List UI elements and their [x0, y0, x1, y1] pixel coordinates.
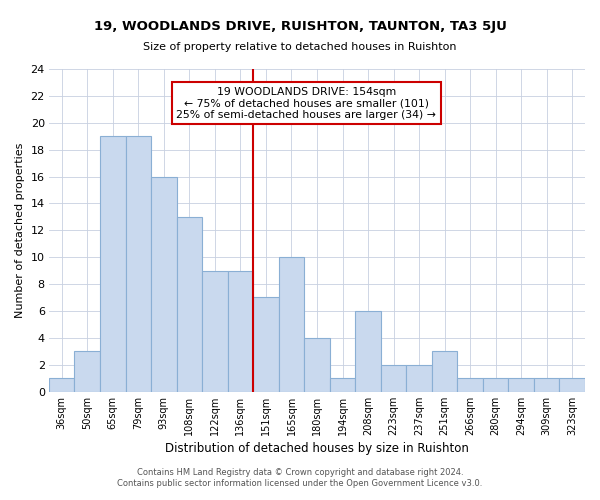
- Bar: [49, 378, 74, 392]
- Bar: [483, 378, 508, 392]
- Text: 19 WOODLANDS DRIVE: 154sqm
← 75% of detached houses are smaller (101)
25% of sem: 19 WOODLANDS DRIVE: 154sqm ← 75% of deta…: [176, 86, 436, 120]
- Bar: [202, 270, 227, 392]
- Bar: [508, 378, 534, 392]
- Bar: [330, 378, 355, 392]
- Bar: [100, 136, 125, 392]
- Bar: [432, 351, 457, 392]
- Bar: [227, 270, 253, 392]
- Bar: [406, 364, 432, 392]
- Bar: [304, 338, 330, 392]
- Bar: [125, 136, 151, 392]
- Text: 19, WOODLANDS DRIVE, RUISHTON, TAUNTON, TA3 5JU: 19, WOODLANDS DRIVE, RUISHTON, TAUNTON, …: [94, 20, 506, 33]
- Bar: [74, 351, 100, 392]
- Bar: [176, 217, 202, 392]
- Bar: [381, 364, 406, 392]
- Bar: [253, 298, 278, 392]
- Bar: [457, 378, 483, 392]
- Text: Contains HM Land Registry data © Crown copyright and database right 2024.
Contai: Contains HM Land Registry data © Crown c…: [118, 468, 482, 487]
- Bar: [278, 257, 304, 392]
- Y-axis label: Number of detached properties: Number of detached properties: [15, 142, 25, 318]
- X-axis label: Distribution of detached houses by size in Ruishton: Distribution of detached houses by size …: [165, 442, 469, 455]
- Bar: [355, 311, 381, 392]
- Bar: [151, 176, 176, 392]
- Bar: [559, 378, 585, 392]
- Bar: [534, 378, 559, 392]
- Text: Size of property relative to detached houses in Ruishton: Size of property relative to detached ho…: [143, 42, 457, 52]
